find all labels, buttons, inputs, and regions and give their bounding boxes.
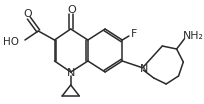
Text: F: F (131, 29, 137, 39)
Text: NH₂: NH₂ (182, 31, 203, 41)
Text: N: N (67, 68, 75, 78)
Text: HO: HO (3, 37, 19, 47)
Text: O: O (67, 5, 76, 15)
Text: N: N (140, 64, 148, 74)
Text: O: O (23, 9, 32, 19)
